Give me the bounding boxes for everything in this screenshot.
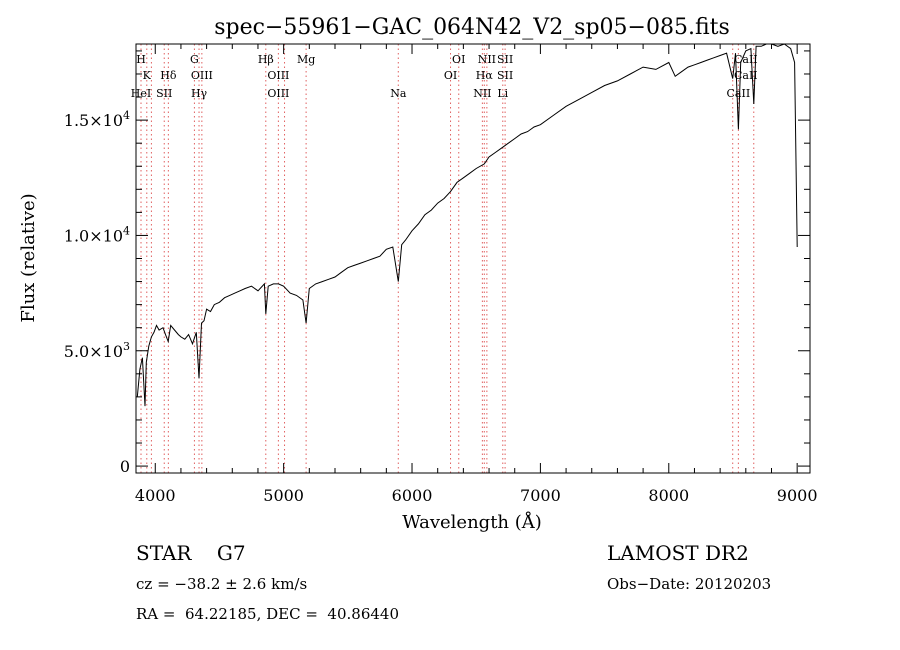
- spectral-line-label: CaII: [727, 87, 751, 100]
- spectral-line-label: OI: [444, 69, 457, 82]
- x-axis-label: Wavelength (Å): [402, 511, 542, 533]
- x-tick-label: 7000: [520, 486, 561, 505]
- x-tick-label: 8000: [648, 486, 689, 505]
- chart-title: spec−55961−GAC_064N42_V2_sp05−085.fits: [214, 15, 730, 40]
- spectral-line-label: OIII: [267, 69, 289, 82]
- y-tick-label: 1.0×104: [64, 224, 130, 245]
- spectrum-chart: spec−55961−GAC_064N42_V2_sp05−085.fits H…: [18, 15, 818, 533]
- x-tick-label: 9000: [777, 486, 818, 505]
- object-class: STAR G7: [136, 541, 246, 565]
- spectral-line-label: Hδ: [160, 69, 177, 82]
- y-axis-label: Flux (relative): [18, 193, 39, 322]
- x-tick-label: 4000: [135, 486, 176, 505]
- x-tick-label: 6000: [392, 486, 433, 505]
- spectral-line-label: Hγ: [191, 87, 208, 100]
- y-axis-ticks: 0 5.0×103 1.0×104 1.5×104: [64, 50, 810, 476]
- x-tick-label: 5000: [263, 486, 304, 505]
- spectral-line-label: K: [143, 69, 152, 82]
- spectral-line-label: H: [136, 53, 146, 66]
- ra-dec: RA = 64.22185, DEC = 40.86440: [136, 605, 400, 623]
- spectral-line-label: Hβ: [258, 53, 274, 66]
- spectral-line-label: CaII: [734, 69, 758, 82]
- spectral-line-label: SII: [156, 87, 172, 100]
- spectral-line-label: Li: [497, 87, 508, 100]
- spectral-line-label: NII: [478, 53, 496, 66]
- y-tick-label: 0: [120, 457, 130, 476]
- spectral-line-label: SII: [497, 69, 513, 82]
- y-tick-label: 1.5×104: [64, 109, 130, 130]
- spectral-line-label: OIII: [267, 87, 289, 100]
- redshift-cz: cz = −38.2 ± 2.6 km/s: [136, 575, 308, 593]
- spectral-line-label: SII: [497, 53, 513, 66]
- observation-date: Obs−Date: 20120203: [607, 575, 772, 593]
- x-axis-ticks: 4000 5000 6000 7000 8000 9000: [135, 44, 818, 505]
- spectral-line-label: Mg: [297, 53, 315, 66]
- spectral-line-label: HeI: [131, 87, 151, 100]
- plot-frame: [135, 43, 811, 474]
- spectral-line-label: Na: [390, 87, 407, 100]
- y-tick-label: 5.0×103: [64, 340, 130, 361]
- survey-name: LAMOST DR2: [607, 541, 749, 565]
- spectral-line-label: Hα: [476, 69, 494, 82]
- spectrum-line: [136, 43, 798, 407]
- spectral-line-label: G: [190, 53, 199, 66]
- line-markers: [140, 44, 755, 473]
- spectral-line-label: NII: [473, 87, 491, 100]
- spectral-line-label: CaII: [734, 53, 758, 66]
- spectral-line-label: OI: [452, 53, 465, 66]
- spectral-line-label: OIII: [191, 69, 213, 82]
